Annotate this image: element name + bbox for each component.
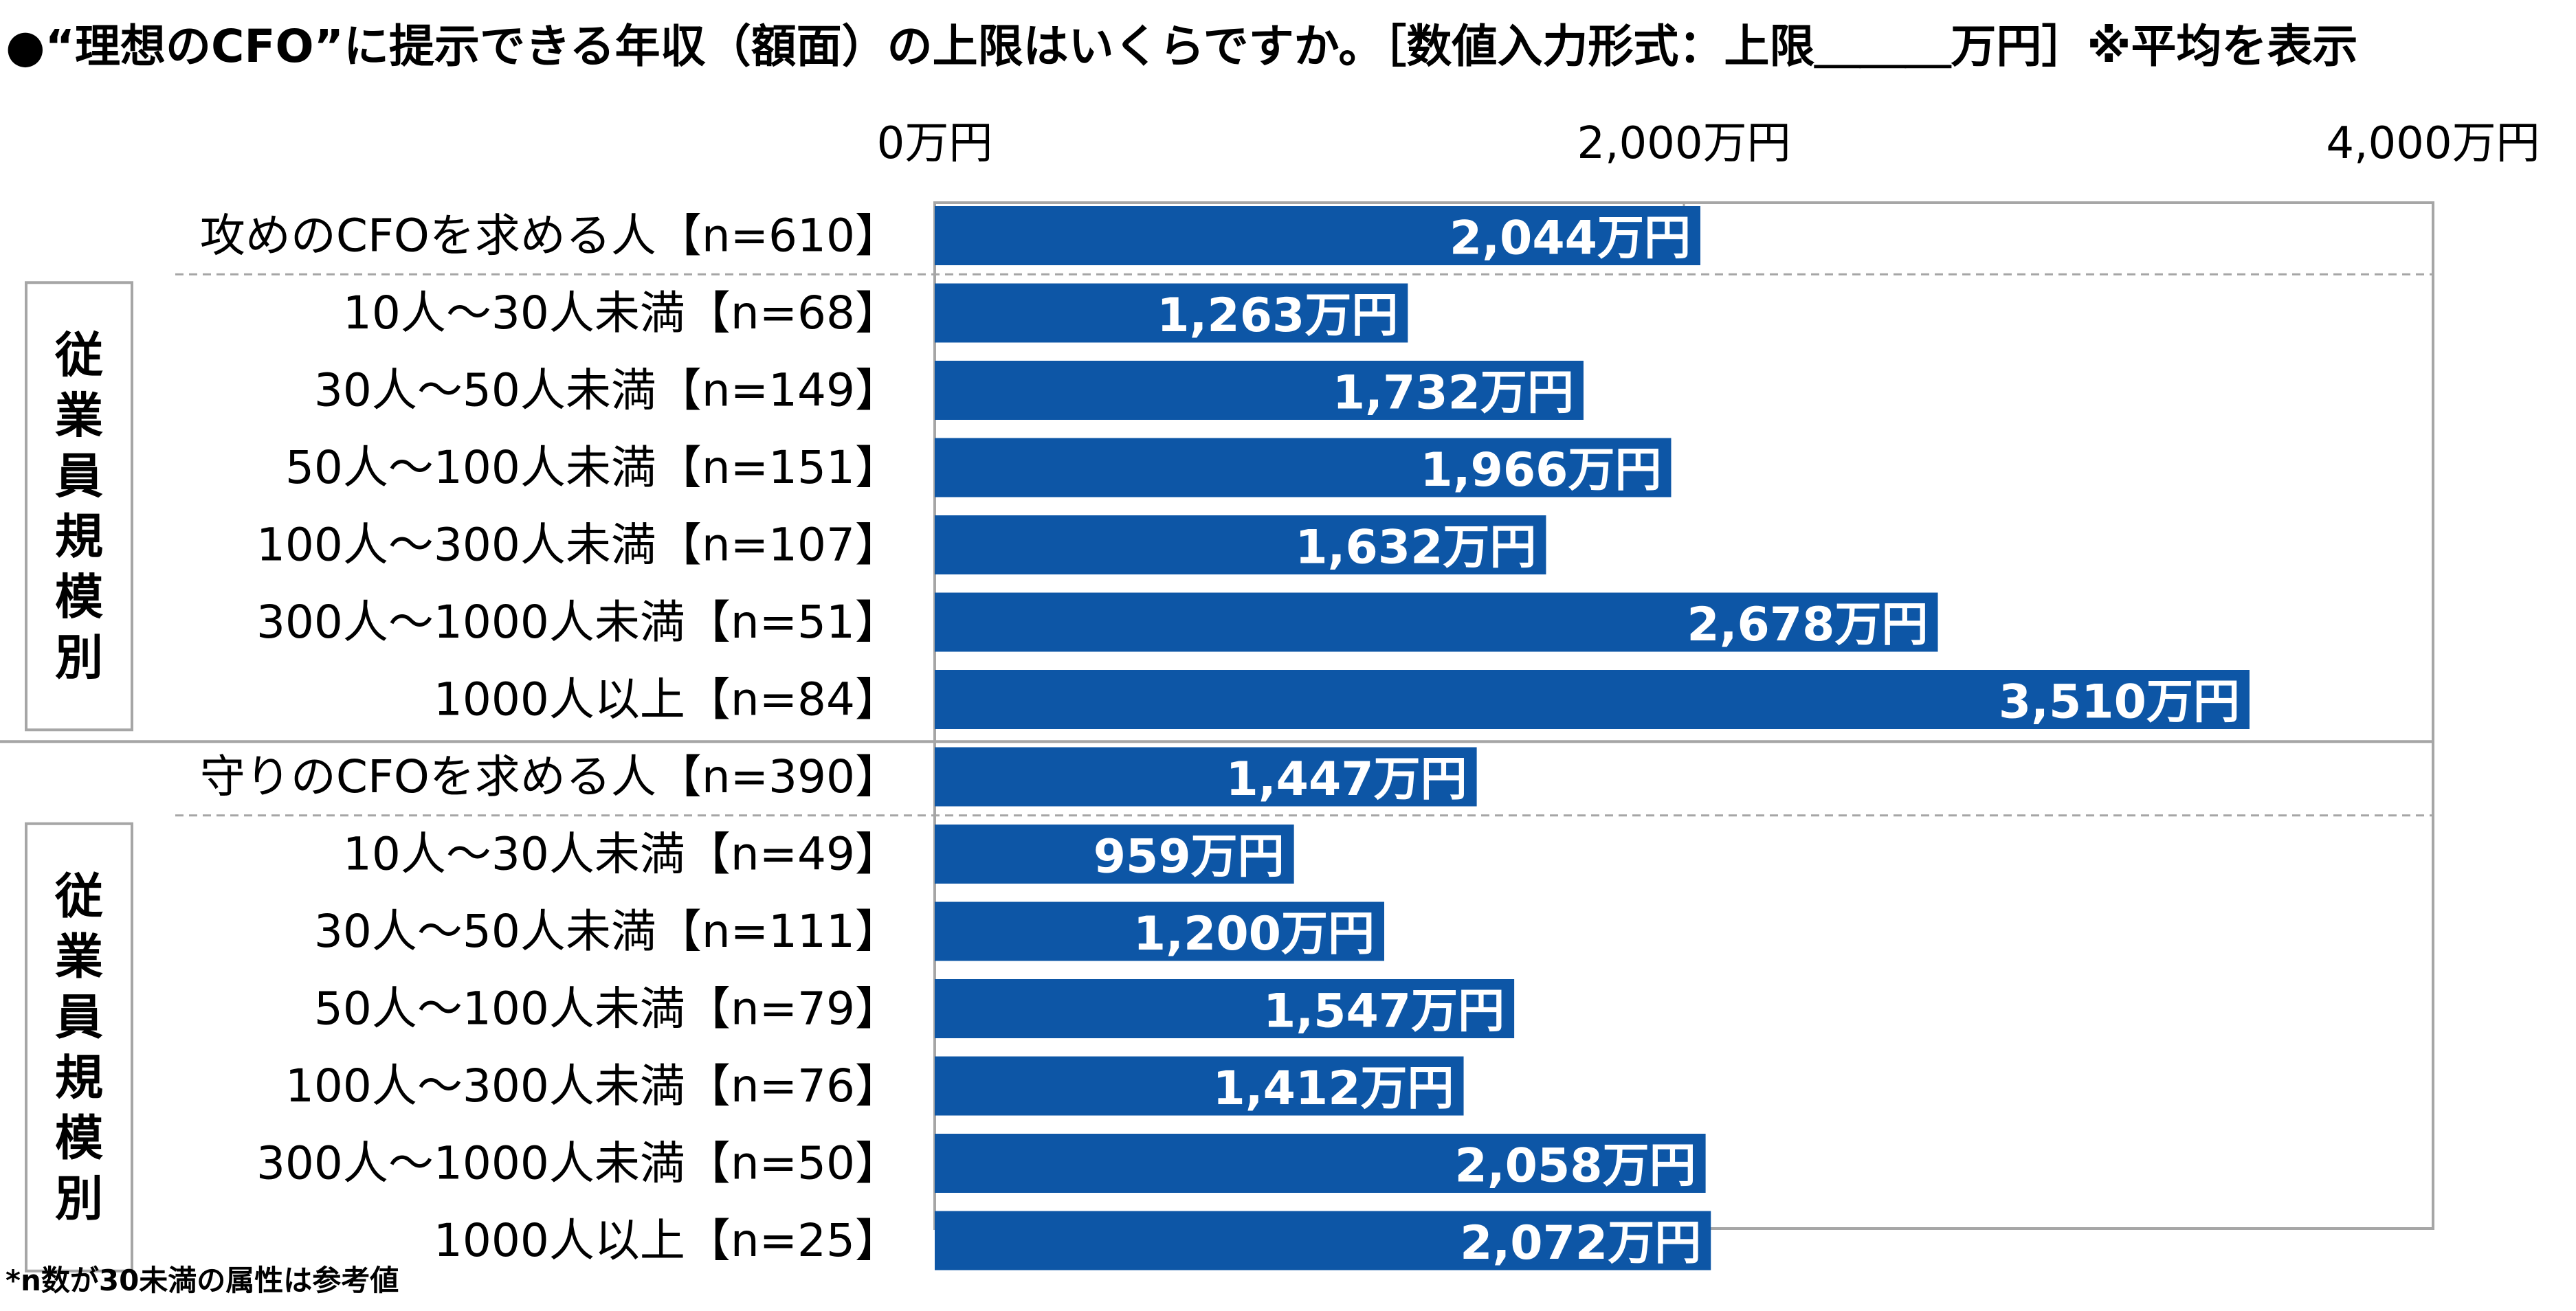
category-label: 50人～100人未満【n=79】: [314, 983, 900, 1035]
bar: [935, 747, 1477, 807]
value-label: 1,547万円: [1263, 985, 1504, 1039]
group-label: 従業員規模別: [54, 868, 103, 1226]
bar: [935, 825, 1294, 884]
value-label: 1,263万円: [1157, 289, 1398, 343]
bar: [935, 206, 1700, 265]
footnote: *n数が30未満の属性は参考値: [5, 1264, 399, 1297]
value-label: 2,058万円: [1455, 1139, 1696, 1194]
chart-title: ●“理想のCFO”に提示できる年収（額面）の上限はいくらですか。［数値入力形式：…: [5, 20, 2358, 73]
value-label: 2,678万円: [1687, 598, 1928, 652]
category-label: 300人～1000人未満【n=50】: [256, 1137, 900, 1190]
category-label: 100人～300人未満【n=76】: [285, 1060, 900, 1112]
category-label: 守りのCFOを求める人【n=390】: [200, 750, 900, 803]
bar: [935, 515, 1546, 574]
category-label: 100人～300人未満【n=107】: [256, 519, 900, 572]
category-label: 30人～50人未満【n=111】: [314, 905, 900, 958]
category-label: 1000人以上【n=84】: [434, 673, 900, 726]
bar: [935, 901, 1384, 961]
category-label: 10人～30人未満【n=68】: [343, 287, 900, 339]
x-tick-label: 0万円: [877, 118, 993, 169]
group-label-box: [25, 281, 133, 732]
bar: [935, 592, 1938, 652]
bar: [935, 438, 1672, 497]
value-label: 1,732万円: [1333, 366, 1574, 421]
category-label: 10人～30人未満【n=49】: [343, 828, 900, 881]
group-label-box: [25, 822, 133, 1273]
bar: [935, 670, 2250, 729]
value-label: 1,200万円: [1133, 907, 1375, 961]
group-label: 従業員規模別: [54, 327, 103, 686]
bar: [935, 283, 1408, 343]
value-label: 2,044万円: [1450, 212, 1691, 266]
value-label: 1,447万円: [1226, 752, 1467, 807]
category-label: 1000人以上【n=25】: [434, 1214, 900, 1267]
category-label: 攻めのCFOを求める人【n=610】: [200, 210, 900, 262]
bar: [935, 979, 1515, 1038]
value-label: 3,510万円: [1999, 675, 2240, 730]
bar: [935, 1211, 1711, 1270]
x-tick-label: 2,000万円: [1577, 118, 1790, 169]
value-label: 1,966万円: [1420, 443, 1661, 497]
bar: [935, 1056, 1464, 1116]
value-label: 1,632万円: [1295, 521, 1536, 575]
bar: [935, 1134, 1706, 1193]
category-label: 300人～1000人未満【n=51】: [256, 596, 900, 649]
category-label: 50人～100人未満【n=151】: [285, 441, 900, 494]
category-label: 30人～50人未満【n=149】: [314, 364, 900, 417]
value-label: 1,412万円: [1212, 1062, 1454, 1116]
x-tick-label: 4,000万円: [2326, 118, 2540, 169]
value-label: 959万円: [1093, 830, 1285, 884]
value-label: 2,072万円: [1460, 1216, 1701, 1270]
bar: [935, 361, 1584, 420]
